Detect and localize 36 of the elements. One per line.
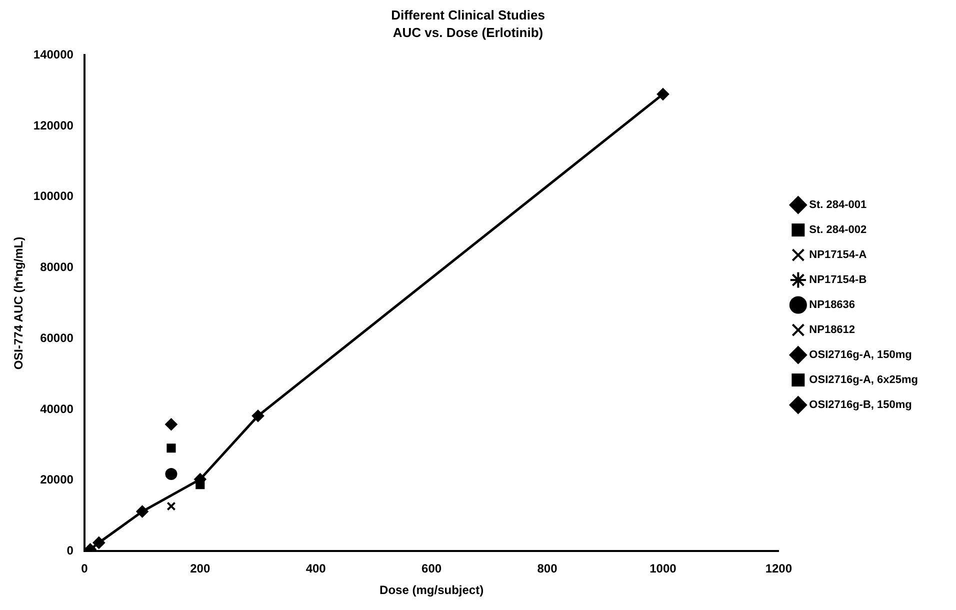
legend-label: NP18612 <box>809 324 856 336</box>
legend-label: OSI2716g-B, 150mg <box>809 399 912 412</box>
point <box>166 502 176 511</box>
y-tick-label: 40000 <box>40 402 74 416</box>
point <box>92 536 105 549</box>
chart-subtitle: AUC vs. Dose (Erlotinib) <box>392 24 544 40</box>
legend-label: NP18636 <box>809 299 856 312</box>
y-tick-label: 0 <box>66 544 74 558</box>
x-tick-label: 600 <box>422 562 442 576</box>
x-tick-label: 800 <box>537 562 558 576</box>
legend-label: St. 284-002 <box>809 224 867 236</box>
x-tick-label: 0 <box>81 562 88 576</box>
x-tick-label: 1200 <box>765 562 792 576</box>
x-tick-label: 1000 <box>650 562 677 576</box>
point <box>165 418 178 430</box>
legend-label: OSI2716g-A, 150mg <box>809 349 912 362</box>
y-tick-label: 140000 <box>33 48 74 62</box>
point <box>136 506 148 518</box>
y-axis-title: OSI-774 AUC (h*ng/mL) <box>12 236 26 370</box>
y-tick-label: 60000 <box>40 330 74 345</box>
x-tick-label: 200 <box>190 562 210 576</box>
y-tick-label: 100000 <box>33 189 74 204</box>
y-tick-label: 80000 <box>40 260 74 274</box>
point <box>166 444 176 453</box>
y-tick-label: 120000 <box>33 118 74 132</box>
legend-label: NP17154-A <box>809 249 867 262</box>
chart-title: Different Clinical Studies <box>391 7 545 22</box>
point <box>165 468 178 480</box>
legend-label: NP17154-B <box>809 274 867 286</box>
legend-label: St. 284-001 <box>809 199 867 212</box>
point <box>656 88 669 100</box>
legend-label: OSI2716g-A, 6x25mg <box>809 374 918 386</box>
x-axis-title: Dose (mg/subject) <box>380 583 484 598</box>
y-tick-label: 20000 <box>40 472 74 487</box>
point <box>252 410 264 422</box>
x-tick-label: 400 <box>306 562 326 576</box>
